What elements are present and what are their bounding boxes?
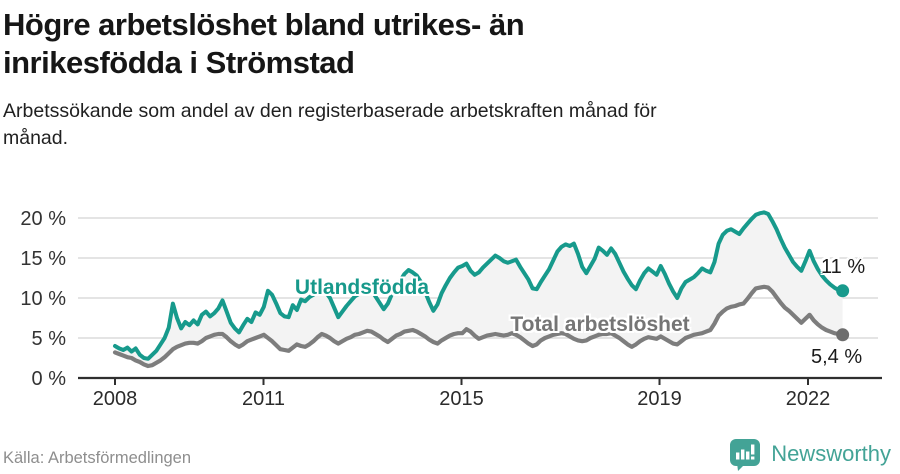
x-tick-label-2015: 2015 [439, 388, 484, 410]
y-tick-label-10: 10 % [20, 288, 66, 310]
y-tick-label-0: 0 % [32, 368, 67, 390]
y-tick-label-5: 5 % [32, 328, 67, 350]
y-tick-label-20: 20 % [20, 208, 66, 230]
page-subtitle: Arbetssökande som andel av den registerb… [3, 100, 657, 149]
end-value-label-utlandsfodda: 11 % [821, 256, 866, 278]
series-end-dot-1 [836, 328, 850, 342]
x-tick-label-2019: 2019 [637, 388, 682, 410]
x-tick-label-2022: 2022 [786, 388, 831, 410]
series-line-0 [113, 210, 845, 361]
end-value-label-total: 5,4 % [811, 346, 863, 368]
x-tick-label-2008: 2008 [93, 388, 138, 410]
page-title: Högre arbetslöshet bland utrikes- än inr… [3, 7, 525, 80]
series-end-dot-0 [836, 284, 850, 298]
series-label-utlandsfodda: Utlandsfödda [294, 276, 430, 299]
newsworthy-brand-link[interactable]: Newsworthy [727, 436, 891, 472]
newsworthy-wordmark: Newsworthy [771, 441, 891, 466]
series-label-total-arbetsloshet: Total arbetslöshet [510, 313, 690, 336]
band-between-series [115, 212, 843, 366]
x-tick-label-2011: 2011 [242, 388, 285, 410]
newsworthy-logo-icon [730, 439, 761, 471]
source-credit: Källa: Arbetsförmedlingen [3, 449, 192, 467]
y-tick-label-15: 15 % [20, 248, 66, 270]
series-line-1 [112, 284, 845, 369]
